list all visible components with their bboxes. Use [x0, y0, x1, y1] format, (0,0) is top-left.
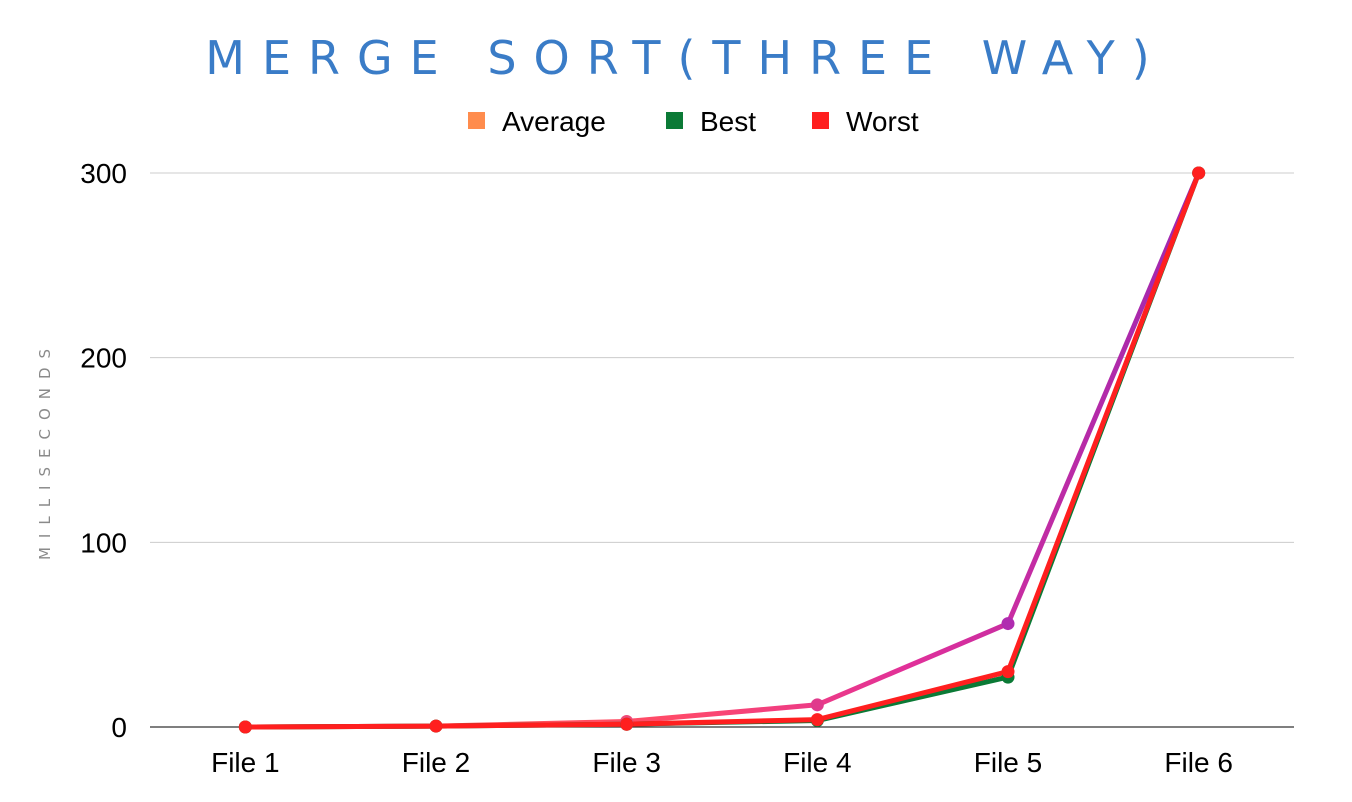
y-tick-label: 300 — [80, 158, 127, 189]
x-tick-label: File 4 — [783, 747, 851, 778]
y-axis-ticks: 0 100 200 300 — [80, 158, 127, 743]
x-axis-ticks: File 1 File 2 File 3 File 4 File 5 File 6 — [211, 747, 1233, 778]
legend-label: Worst — [846, 106, 919, 137]
legend-item-worst: Worst — [812, 106, 919, 137]
data-point-worst — [620, 717, 634, 731]
series-line-worst — [242, 170, 1202, 730]
series-lines — [242, 170, 1202, 730]
legend-label: Average — [502, 106, 606, 137]
data-point-worst — [1001, 665, 1015, 679]
legend-swatch — [666, 112, 683, 129]
data-point-average — [810, 698, 824, 712]
series-line-best — [242, 170, 1202, 730]
legend-item-best: Best — [666, 106, 756, 137]
y-tick-label: 100 — [80, 527, 127, 558]
legend: Average Best Worst — [468, 106, 919, 137]
x-tick-label: File 5 — [974, 747, 1042, 778]
legend-swatch — [468, 112, 485, 129]
series-points — [238, 166, 1206, 734]
chart-title: MERGE SORT(THREE WAY) — [205, 31, 1166, 85]
x-tick-label: File 3 — [592, 747, 660, 778]
gridlines — [150, 172, 1294, 728]
data-point-average — [1001, 617, 1015, 631]
y-axis-label: MILLISECONDS — [36, 340, 54, 560]
data-point-worst — [810, 713, 824, 727]
x-tick-label: File 2 — [402, 747, 470, 778]
legend-swatch — [812, 112, 829, 129]
series-line-average — [242, 170, 1202, 730]
legend-item-average: Average — [468, 106, 606, 137]
legend-label: Best — [700, 106, 756, 137]
y-tick-label: 0 — [111, 712, 127, 743]
data-point-worst — [429, 719, 443, 733]
x-tick-label: File 6 — [1164, 747, 1232, 778]
data-point-worst — [238, 720, 252, 734]
data-point-worst — [1192, 166, 1206, 180]
y-tick-label: 200 — [80, 343, 127, 374]
x-tick-label: File 1 — [211, 747, 279, 778]
